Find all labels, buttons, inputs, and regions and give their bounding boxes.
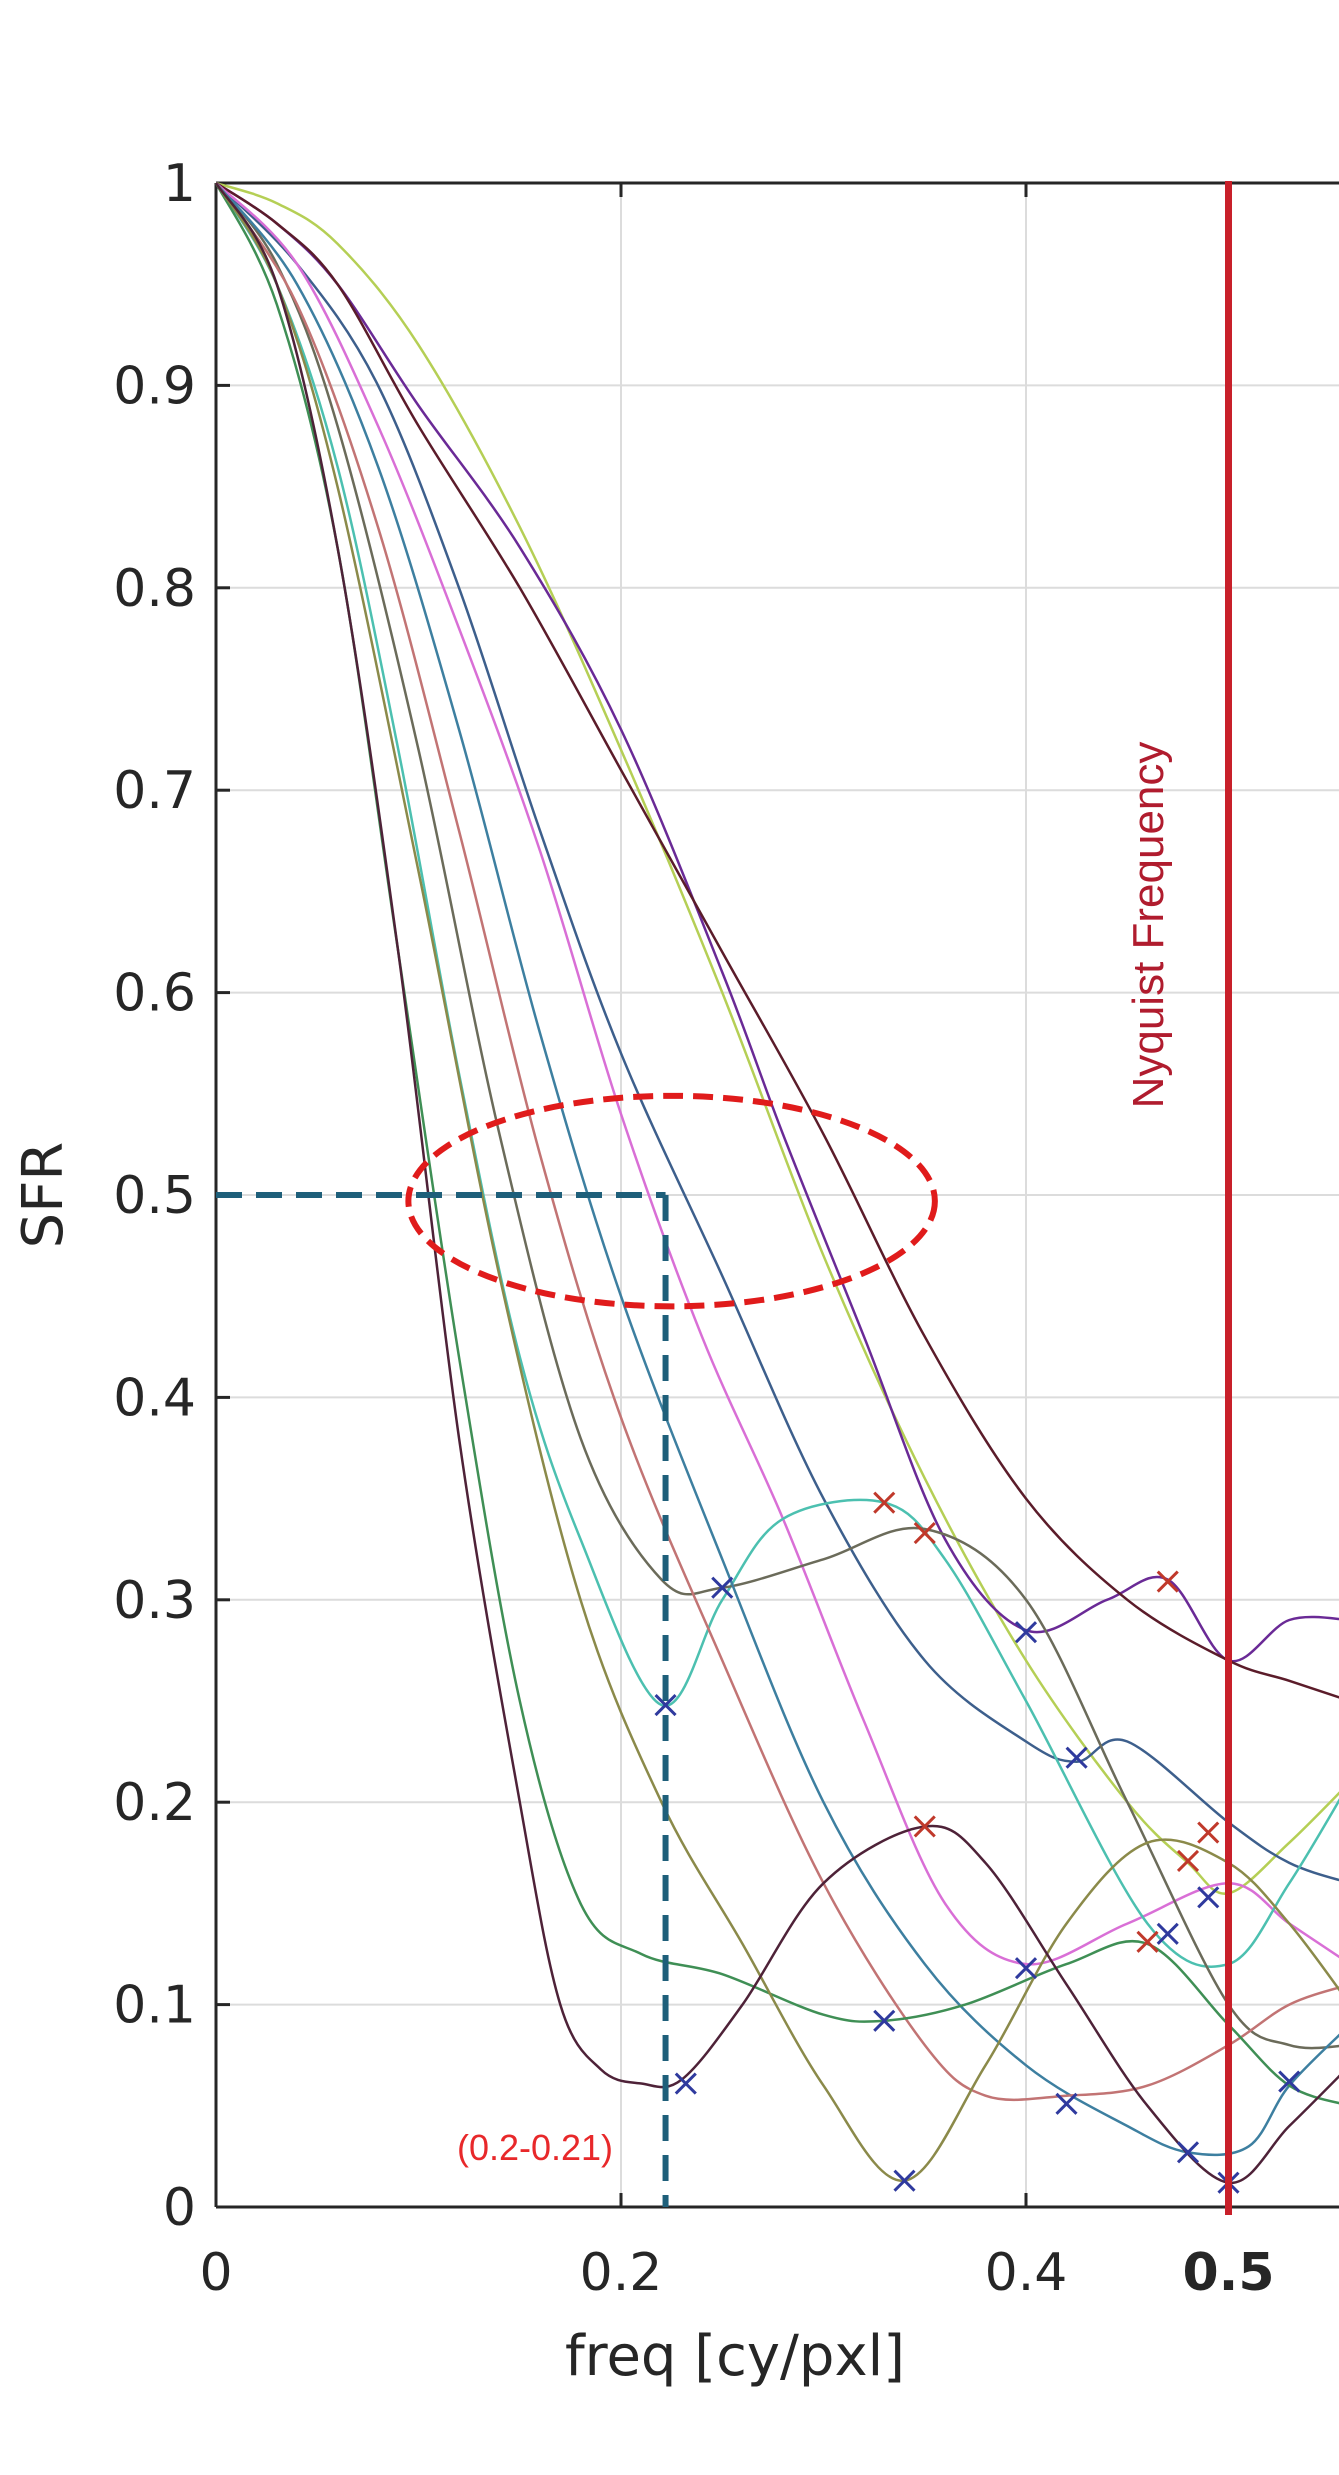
min-marker [1014,1957,1038,1980]
min-marker [1176,2141,1200,2164]
min-marker [1065,1746,1088,1769]
x-axis-label: freq [cy/pxl] [565,2324,905,2389]
series-line [215,181,1339,1699]
min-marker [1156,1922,1179,1945]
max-marker [1156,1570,1179,1593]
max-marker [1136,1930,1159,1953]
min-marker [674,2072,697,2095]
max-marker [1197,1821,1220,1844]
max-marker [1176,1849,1200,1872]
y-tick-label: 0.2 [113,1773,196,1833]
series-line [214,182,1339,2105]
y-tick-label: 0.3 [113,1571,196,1631]
series-line [214,182,1339,2184]
min-marker [1055,2092,1078,2115]
min-marker [1014,1621,1038,1644]
series-line [214,182,1339,2182]
x-tick-label: 0 [199,2243,232,2303]
y-axis-label: SFR [11,1142,76,1249]
series-line [215,182,1339,2157]
max-marker [913,1521,936,1545]
y-tick-label: 0.4 [113,1368,196,1428]
min-marker [1197,1886,1220,1909]
series-line [215,182,1339,1966]
x-tick-label: 0.2 [580,2243,663,2303]
y-tick-label: 0.5 [113,1166,196,1226]
min-marker [654,1693,677,1717]
min-marker [1278,2070,1301,2093]
x-tick-label: 0.4 [985,2243,1068,2303]
min-marker [893,2169,916,2192]
series-line [214,182,1339,2102]
y-tick-label: 0 [163,2178,196,2238]
y-tick-label: 1 [163,154,196,214]
series-lines [214,181,1339,2184]
nyquist-label: Nyquist Frequency [1124,742,1173,1109]
max-marker [873,1491,896,1514]
series-line [215,182,1339,1882]
y-tick-label: 0.9 [113,356,196,416]
min-marker [873,2009,896,2032]
y-tick-label: 0.1 [113,1976,196,2036]
x-tick-label: 0.5 [1182,2243,1274,2303]
markers [654,1491,1301,2194]
range-annotation: (0.2-0.21) [457,2127,613,2168]
series-line [214,182,1339,2050]
min-marker [711,1576,734,1599]
max-marker [913,1815,936,1838]
y-tick-label: 0.6 [113,964,196,1024]
highlight-ellipse [405,1092,938,1310]
tick-labels: 0 0.2 0.4 0.5 0 0.1 0.2 0.3 0.4 0.5 0.6 0.7 0.8 0.9 1 [113,154,1274,2303]
y-tick-label: 0.8 [113,559,196,619]
y-tick-label: 0.7 [113,761,196,821]
annotations [216,181,1232,2215]
